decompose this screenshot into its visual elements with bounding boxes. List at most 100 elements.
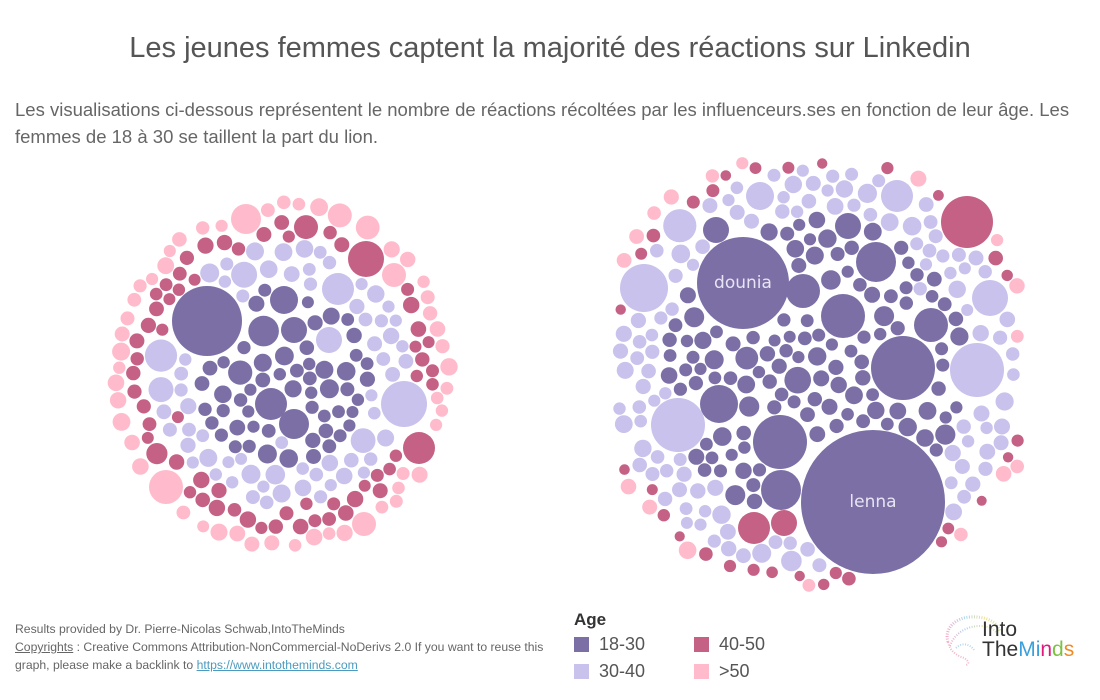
bubble-age-18-30[interactable] bbox=[242, 439, 256, 453]
bubble-age-18-30[interactable] bbox=[899, 296, 913, 310]
bubble-age-40-50[interactable] bbox=[140, 317, 156, 333]
bubble-age-18-30[interactable] bbox=[821, 294, 865, 338]
bubble-age-18-30[interactable] bbox=[874, 327, 887, 341]
bubble-age-18-30[interactable] bbox=[767, 400, 782, 415]
bubble-age-over50[interactable] bbox=[355, 215, 380, 240]
bubble-age-18-30[interactable] bbox=[890, 321, 905, 336]
bubble-age-over50[interactable] bbox=[382, 263, 406, 287]
bubble-age-30-40[interactable] bbox=[294, 479, 312, 497]
bubble-age-30-40[interactable] bbox=[635, 378, 651, 395]
bubble-age-18-30[interactable] bbox=[255, 372, 271, 388]
bubble-age-18-30[interactable] bbox=[867, 401, 885, 420]
bubble-age-40-50[interactable] bbox=[255, 521, 268, 535]
bubble-age-18-30[interactable] bbox=[275, 346, 294, 366]
bubble-age-40-50[interactable] bbox=[142, 417, 157, 431]
bubble-age-40-50[interactable] bbox=[422, 336, 435, 349]
bubble-age-18-30[interactable] bbox=[759, 346, 776, 362]
bubble-age-30-40[interactable] bbox=[196, 429, 210, 443]
bubble-age-40-50[interactable] bbox=[208, 499, 226, 517]
bubble-age-40-50[interactable] bbox=[782, 161, 795, 174]
bubble-age-40-50[interactable] bbox=[268, 519, 283, 534]
bubble-age-30-40[interactable] bbox=[365, 389, 378, 402]
bubble-age-30-40[interactable] bbox=[241, 464, 261, 484]
bubble-age-30-40[interactable] bbox=[179, 353, 192, 366]
bubble-age-30-40[interactable] bbox=[156, 404, 172, 420]
bubble-age-over50[interactable] bbox=[629, 229, 644, 244]
bubble-age-30-40[interactable] bbox=[965, 476, 981, 492]
bubble-age-over50[interactable] bbox=[146, 272, 159, 286]
bubble-age-over50[interactable] bbox=[616, 253, 632, 268]
bubble-age-over50[interactable] bbox=[440, 358, 458, 376]
bubble-age-40-50[interactable] bbox=[282, 230, 295, 243]
bubble-age-18-30[interactable] bbox=[299, 340, 315, 356]
bubble-age-18-30[interactable] bbox=[830, 247, 845, 261]
bubble-age-30-40[interactable] bbox=[144, 339, 178, 372]
bubble-age-18-30[interactable] bbox=[857, 330, 871, 344]
bubble-age-40-50[interactable] bbox=[300, 497, 313, 510]
bubble-age-18-30[interactable] bbox=[768, 334, 781, 347]
bubble-age-over50[interactable] bbox=[991, 234, 1004, 247]
bubble-age-30-40[interactable] bbox=[367, 285, 385, 303]
bubble-age-30-40[interactable] bbox=[665, 302, 679, 316]
bubble-age-18-30[interactable] bbox=[845, 386, 863, 405]
bubble-age-18-30[interactable] bbox=[736, 425, 751, 441]
bubble-age-30-40[interactable] bbox=[994, 418, 1010, 435]
bubble-age-40-50[interactable] bbox=[149, 301, 164, 317]
bubble-age-18-30[interactable] bbox=[880, 417, 894, 431]
bubble-age-30-40[interactable] bbox=[257, 480, 270, 493]
bubble-age-18-30[interactable] bbox=[679, 363, 693, 377]
bubble-age-18-30[interactable] bbox=[349, 348, 363, 362]
bubble-age-30-40[interactable] bbox=[295, 240, 314, 258]
bubble-age-18-30[interactable] bbox=[723, 371, 738, 386]
bubble-age-40-50[interactable] bbox=[172, 266, 187, 281]
bubble-age-30-40[interactable] bbox=[630, 312, 647, 329]
legend-item-18-30[interactable]: 18-30 bbox=[574, 634, 694, 655]
bubble-age-over50[interactable] bbox=[642, 499, 658, 515]
bubble-age-30-40[interactable] bbox=[923, 215, 938, 229]
bubble-age-30-40[interactable] bbox=[632, 335, 647, 349]
bubble-age-18-30[interactable] bbox=[854, 354, 869, 370]
bubble-age-18-30[interactable] bbox=[216, 404, 230, 418]
bubble-age-40-50[interactable] bbox=[127, 384, 142, 399]
bubble-age-30-40[interactable] bbox=[368, 406, 381, 420]
bubble-age-30-40[interactable] bbox=[313, 245, 327, 259]
bubble-age-over50[interactable] bbox=[114, 326, 130, 342]
bubble-age-18-30[interactable] bbox=[821, 398, 838, 415]
bubble-age-30-40[interactable] bbox=[777, 191, 790, 204]
bubble-age-over50[interactable] bbox=[112, 413, 131, 431]
bubble-age-over50[interactable] bbox=[113, 361, 126, 374]
bubble-age-18-30[interactable] bbox=[856, 242, 896, 282]
bubble-age-30-40[interactable] bbox=[381, 381, 427, 427]
bubble-age-over50[interactable] bbox=[336, 524, 353, 542]
bubble-age-18-30[interactable] bbox=[841, 265, 854, 278]
bubble-age-18-30[interactable] bbox=[746, 330, 760, 345]
bubble-age-40-50[interactable] bbox=[1002, 452, 1014, 463]
bubble-age-40-50[interactable] bbox=[188, 273, 201, 286]
bubble-age-18-30[interactable] bbox=[708, 371, 722, 385]
bubble-age-18-30[interactable] bbox=[273, 368, 286, 381]
bubble-age-18-30[interactable] bbox=[237, 341, 251, 355]
bubble-age-30-40[interactable] bbox=[174, 383, 188, 397]
bubble-age-30-40[interactable] bbox=[863, 207, 878, 222]
bubble-age-18-30[interactable] bbox=[725, 448, 738, 461]
bubble-age-30-40[interactable] bbox=[235, 452, 248, 465]
bubble-age-30-40[interactable] bbox=[357, 466, 370, 479]
bubble-age-over50[interactable] bbox=[375, 500, 389, 514]
bubble-age-18-30[interactable] bbox=[228, 360, 253, 385]
bubble-age-over50[interactable] bbox=[392, 481, 405, 495]
bubble-age-30-40[interactable] bbox=[650, 450, 665, 464]
bubble-age-18-30[interactable] bbox=[808, 211, 826, 229]
bubble-age-30-40[interactable] bbox=[979, 443, 996, 460]
bubble-age-18-30[interactable] bbox=[305, 400, 319, 414]
bubble-age-18-30[interactable] bbox=[705, 451, 719, 465]
bubble-age-30-40[interactable] bbox=[180, 398, 197, 415]
bubble-age-18-30[interactable] bbox=[306, 449, 321, 464]
bubble-age-18-30[interactable] bbox=[679, 287, 696, 304]
bubble-age-30-40[interactable] bbox=[812, 558, 827, 573]
bubble-age-18-30[interactable] bbox=[809, 426, 826, 443]
bubble-age-40-50[interactable] bbox=[720, 170, 732, 181]
bubble-age-40-50[interactable] bbox=[231, 242, 246, 256]
bubble-age-30-40[interactable] bbox=[729, 204, 745, 220]
bubble-age-18-30[interactable] bbox=[916, 429, 934, 447]
bubble-age-18-30[interactable] bbox=[808, 347, 827, 366]
